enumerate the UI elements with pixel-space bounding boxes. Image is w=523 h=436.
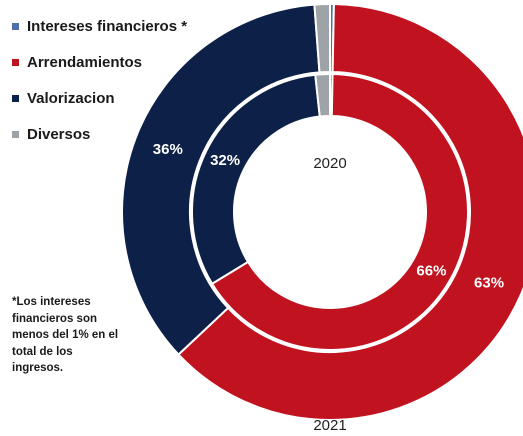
legend-swatch — [12, 94, 19, 102]
slice-2020-1 — [210, 73, 469, 351]
slice-2021-3 — [313, 2, 331, 74]
footnote: *Los intereses financieros son menos del… — [12, 296, 119, 374]
legend-item: Diversos — [12, 116, 187, 152]
legend-label: Diversos — [27, 125, 91, 143]
legend-swatch — [12, 130, 19, 138]
slice-2021-2 — [121, 3, 321, 356]
legend-item: Intereses financieros * — [12, 8, 187, 44]
slice-2020-3 — [314, 72, 331, 118]
legend: Intereses financieros * Arrendamientos Val… — [12, 8, 187, 152]
legend-label: Arrendamientos — [27, 53, 143, 71]
legend-swatch — [12, 58, 19, 66]
slice-2020-2 — [191, 73, 321, 286]
data-label: 36% — [153, 141, 183, 158]
legend-label: Intereses financieros * — [27, 17, 188, 35]
legend-label: Valorizacion — [27, 89, 115, 107]
data-label: 66% — [416, 262, 446, 279]
data-label: 32% — [210, 152, 240, 169]
slice-2021-1 — [177, 3, 523, 421]
legend-item: Arrendamientos — [12, 44, 187, 80]
legend-item: Valorizacion — [12, 80, 187, 116]
data-label: 63% — [474, 275, 504, 292]
legend-swatch — [12, 22, 19, 30]
inner-ring-label: 2020 — [313, 155, 346, 172]
outer-ring-label: 2021 — [313, 417, 346, 434]
